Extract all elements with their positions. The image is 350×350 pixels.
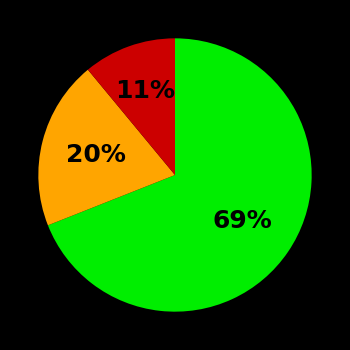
Wedge shape bbox=[48, 38, 312, 312]
Text: 11%: 11% bbox=[115, 79, 175, 103]
Wedge shape bbox=[88, 38, 175, 175]
Wedge shape bbox=[38, 70, 175, 225]
Text: 20%: 20% bbox=[66, 142, 126, 167]
Text: 69%: 69% bbox=[213, 209, 273, 233]
